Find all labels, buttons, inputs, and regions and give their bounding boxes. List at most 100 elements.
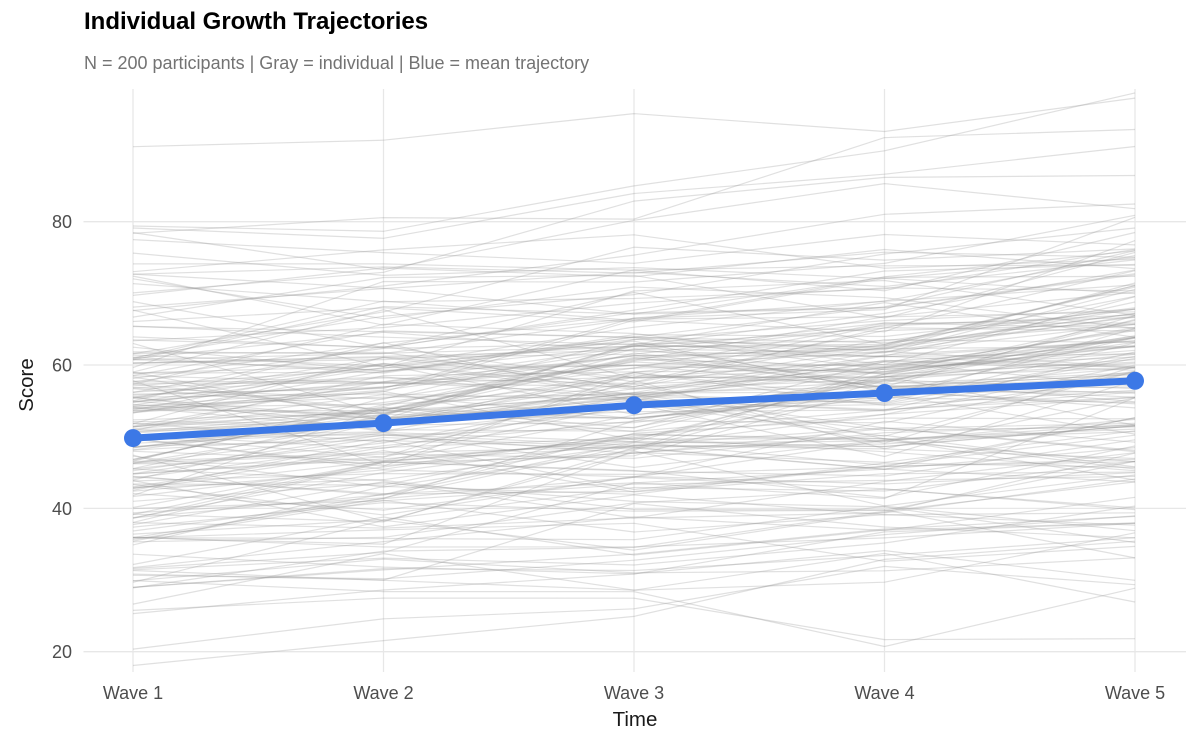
individual-trajectory-line — [132, 445, 1136, 509]
individual-trajectory-line — [132, 174, 1136, 294]
individual-trajectory-line — [132, 296, 1136, 428]
individual-trajectory-line — [132, 273, 1136, 315]
individual-trajectory-line — [132, 250, 1136, 360]
individual-trajectory-line — [132, 439, 1136, 519]
individual-trajectory-line — [132, 502, 1136, 581]
y-axis-title: Score — [15, 358, 38, 412]
individual-trajectory-line — [132, 580, 1136, 648]
individual-trajectory-line — [132, 252, 1136, 280]
individual-trajectory-line — [132, 322, 1136, 384]
individual-trajectory-line — [132, 336, 1136, 460]
individual-trajectory-line — [132, 379, 1136, 475]
individual-trajectory-line — [132, 431, 1136, 469]
individual-trajectory-line — [132, 323, 1136, 386]
x-tick-label: Wave 3 — [604, 683, 664, 703]
individual-trajectory-line — [132, 355, 1136, 438]
individual-trajectory-line — [132, 337, 1136, 479]
individual-trajectory-line — [132, 182, 1136, 271]
individual-trajectory-line — [132, 314, 1136, 364]
individual-trajectory-line — [132, 250, 1136, 377]
individual-trajectory-line — [132, 273, 1136, 348]
individual-trajectory-line — [132, 128, 1136, 234]
individual-trajectory-line — [132, 425, 1136, 475]
individual-trajectory-line — [132, 312, 1136, 399]
individual-trajectory-line — [132, 278, 1136, 329]
individual-trajectory-line — [132, 301, 1136, 346]
individual-trajectory-line — [132, 423, 1136, 532]
individual-trajectory-line — [132, 323, 1136, 387]
individual-trajectory-line — [132, 327, 1136, 419]
individual-trajectory-line — [132, 318, 1136, 470]
individual-trajectory-line — [132, 346, 1136, 415]
individual-trajectory-line — [132, 145, 1136, 239]
individual-trajectory-line — [132, 285, 1136, 412]
individual-trajectory-line — [132, 460, 1136, 528]
individual-trajectory-line — [132, 264, 1136, 326]
individual-trajectory-line — [132, 365, 1136, 470]
y-tick-label: 20 — [52, 642, 72, 662]
individual-trajectory-line — [132, 354, 1136, 396]
individual-trajectory-line — [132, 549, 1136, 581]
individual-trajectory-line — [132, 248, 1136, 303]
individual-trajectory-line — [132, 438, 1136, 516]
individual-trajectory-line — [132, 505, 1136, 571]
individual-trajectory-line — [132, 480, 1136, 528]
individual-trajectory-line — [132, 323, 1136, 394]
individual-trajectory-line — [132, 422, 1136, 472]
individual-trajectory-line — [132, 308, 1136, 414]
x-tick-label: Wave 4 — [854, 683, 914, 703]
individual-trajectory-line — [132, 417, 1136, 523]
individual-trajectory-line — [132, 475, 1136, 510]
individual-trajectory-line — [132, 597, 1136, 641]
individual-trajectory-line — [132, 308, 1136, 400]
individual-trajectory-line — [132, 291, 1136, 461]
individual-trajectory-line — [132, 316, 1136, 385]
individual-trajectory-line — [132, 516, 1136, 566]
individual-trajectory-line — [132, 337, 1136, 491]
individual-trajectory-line — [132, 240, 1136, 412]
individual-trajectory-line — [132, 540, 1136, 667]
individual-trajectory-line — [132, 417, 1136, 542]
individual-trajectory-line — [132, 532, 1136, 605]
individual-trajectory-line — [132, 214, 1136, 369]
individual-trajectory-line — [132, 308, 1136, 374]
individual-trajectory-line — [132, 263, 1136, 349]
individual-trajectory-line — [132, 285, 1136, 361]
individual-trajectory-line — [132, 359, 1136, 430]
chart-title: Individual Growth Trajectories — [84, 8, 429, 35]
individual-trajectory-line — [132, 557, 1136, 582]
individual-trajectory-line — [132, 356, 1136, 425]
individual-trajectory-line — [132, 393, 1136, 488]
individual-trajectory-line — [132, 282, 1136, 434]
individual-trajectory-line — [132, 420, 1136, 492]
chart-subtitle: N = 200 participants | Gray = individual… — [84, 53, 590, 73]
individual-trajectory-line — [132, 340, 1136, 411]
individual-trajectory-line — [132, 372, 1136, 467]
individual-trajectory-line — [132, 565, 1136, 650]
individual-trajectory-line — [132, 312, 1136, 403]
individual-trajectory-line — [132, 350, 1136, 409]
individual-trajectory-line — [132, 449, 1136, 493]
individual-trajectory-line — [132, 345, 1136, 398]
x-tick-label: Wave 1 — [103, 683, 163, 703]
individual-trajectory-line — [132, 434, 1136, 519]
individual-trajectory-line — [132, 374, 1136, 523]
individual-trajectory-line — [132, 354, 1136, 410]
mean-trajectory-point — [1126, 371, 1144, 390]
individual-trajectory-line — [132, 203, 1136, 312]
individual-trajectory-line — [132, 97, 1136, 148]
individual-trajectory-line — [132, 427, 1136, 488]
individual-trajectory-line — [132, 288, 1136, 407]
individual-trajectory-line — [132, 430, 1136, 522]
individual-trajectory-line — [132, 444, 1136, 514]
individual-trajectory-line — [132, 391, 1136, 497]
individual-trajectory-line — [132, 439, 1136, 491]
individual-trajectory-line — [132, 233, 1136, 264]
individual-trajectory-line — [132, 351, 1136, 389]
individual-trajectory-line — [132, 522, 1136, 548]
individual-trajectory-line — [132, 515, 1136, 588]
mean-trajectory-point — [124, 429, 142, 448]
individual-trajectory-line — [132, 287, 1136, 342]
individual-trajectory-line — [132, 446, 1136, 470]
